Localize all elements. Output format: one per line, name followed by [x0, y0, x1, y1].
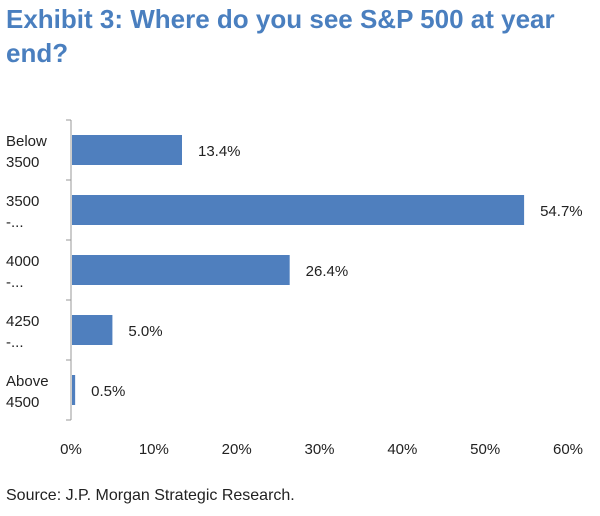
data-label: 26.4% — [306, 263, 349, 280]
bar-chart: 13.4% Below 3500 54.7% 3500 -... 26.4% 4000 -...… — [6, 119, 583, 458]
x-tick-label: 60% — [553, 441, 583, 458]
x-tick-label: 30% — [304, 441, 334, 458]
chart-title: Exhibit 3: Where do you see S&P 500 at y… — [6, 4, 555, 68]
category-label: 3500 — [6, 154, 39, 171]
data-label: 54.7% — [540, 203, 583, 220]
source-note: Source: J.P. Morgan Strategic Research. — [6, 487, 295, 504]
x-tick-label: 0% — [60, 441, 82, 458]
bar — [72, 315, 113, 345]
category-label: 3500 — [6, 193, 39, 210]
category-label: Below — [6, 133, 47, 150]
data-label: 5.0% — [128, 323, 162, 340]
category-label: -... — [6, 274, 24, 291]
data-label: 13.4% — [198, 143, 241, 160]
x-tick-label: 20% — [222, 441, 252, 458]
bar — [72, 195, 525, 225]
x-tick-label: 50% — [470, 441, 500, 458]
category-label: 4500 — [6, 394, 39, 411]
category-label: 4000 — [6, 253, 39, 270]
category-label: Above — [6, 373, 49, 390]
data-label: 0.5% — [91, 383, 125, 400]
bar — [72, 375, 76, 405]
x-tick-label: 40% — [387, 441, 417, 458]
bar — [72, 135, 182, 165]
bar — [72, 255, 290, 285]
x-tick-label: 10% — [139, 441, 169, 458]
category-label: -... — [6, 334, 24, 351]
category-label: -... — [6, 214, 24, 231]
category-label: 4250 — [6, 313, 39, 330]
